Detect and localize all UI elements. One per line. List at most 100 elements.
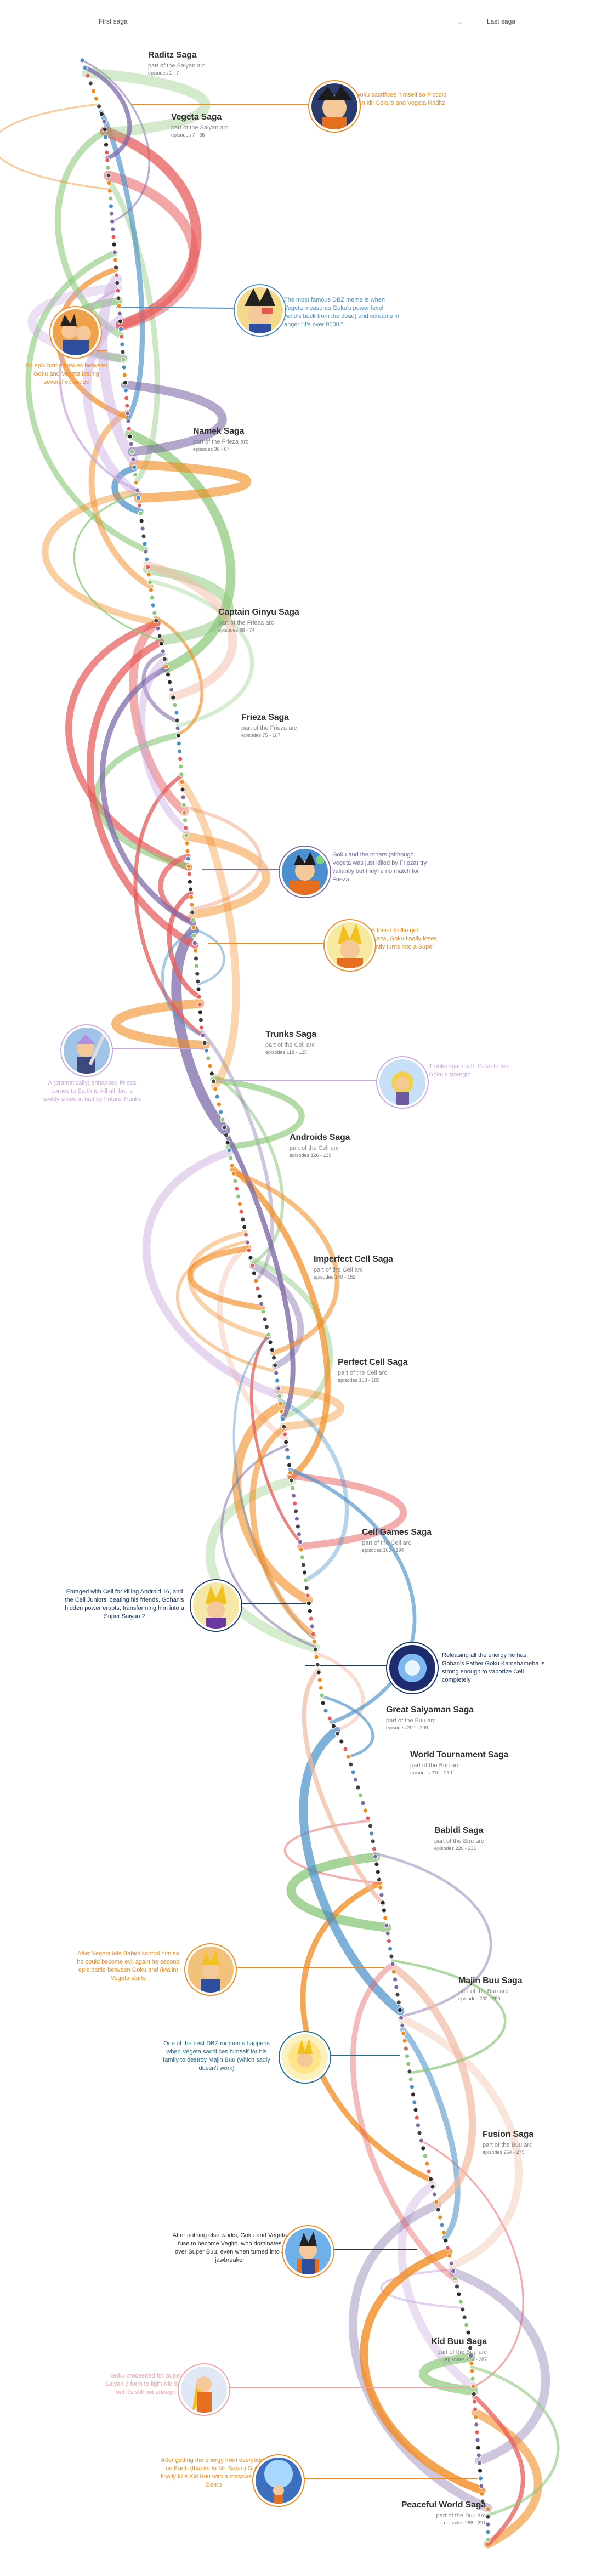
episode-node — [311, 1639, 317, 1644]
episode-node — [212, 1086, 218, 1092]
scene-image-raditz — [309, 81, 360, 132]
saga-arc: part of the Buu arc — [434, 1838, 484, 1845]
episode-node — [277, 1401, 283, 1406]
episode-node — [193, 956, 199, 961]
episode-node — [80, 58, 85, 63]
episode-node — [380, 1900, 385, 1905]
episode-node — [386, 1938, 392, 1944]
episode-node — [105, 157, 110, 163]
episode-node — [265, 1332, 271, 1337]
saga-episodes: episodes 153 - 165 — [338, 1377, 380, 1383]
episode-node — [300, 1562, 306, 1568]
episode-node — [334, 1731, 340, 1737]
episode-node — [190, 910, 195, 915]
scene-image-kamehameha — [387, 1643, 438, 1693]
episode-node — [348, 1762, 354, 1767]
scene-image-vegeta-sacrifice — [280, 2032, 330, 2083]
last-saga-label: Last saga — [486, 18, 515, 25]
saga-arc: part of the Frieza arc — [218, 620, 274, 626]
episode-node — [290, 1485, 296, 1491]
episode-node — [176, 741, 182, 746]
saga-label-trunks: Trunks Saga part of the Cell arc episode… — [265, 1030, 316, 1055]
episode-node — [246, 1247, 252, 1253]
episode-node — [415, 2123, 421, 2128]
episode-node — [160, 649, 166, 654]
character-ribbon — [210, 1076, 305, 1150]
character-ribbon — [348, 2200, 492, 2512]
episode-node — [207, 1063, 213, 1069]
character-ribbon — [220, 1444, 316, 1648]
episode-node — [139, 518, 145, 524]
episode-node — [214, 1094, 220, 1099]
saga-name: Captain Ginyu Saga — [218, 608, 299, 617]
episode-node — [116, 303, 122, 309]
saga-episodes: episodes 220 - 231 — [434, 1846, 476, 1851]
episode-node — [471, 2391, 477, 2397]
character-ribbon — [205, 1476, 320, 1653]
character-ribbon — [42, 488, 160, 626]
episode-node — [185, 848, 190, 854]
episode-node — [408, 2076, 413, 2082]
episode-node — [410, 2092, 416, 2097]
episode-node — [350, 1769, 356, 1775]
episode-node — [355, 1785, 361, 1790]
episode-node — [188, 887, 194, 892]
episode-node — [132, 464, 137, 470]
episode-node — [194, 963, 200, 969]
episode-node — [191, 925, 196, 930]
character-ribbon — [143, 560, 237, 701]
episode-node — [287, 1470, 293, 1476]
saga-name: Imperfect Cell Saga — [314, 1255, 393, 1264]
character-ribbon — [167, 890, 202, 1000]
saga-label-raditz: Raditz Saga part of the Saiyan arc episo… — [148, 50, 206, 76]
saga-name: Androids Saga — [290, 1133, 350, 1142]
saga-arc: part of the Cell arc — [290, 1145, 339, 1151]
episode-node — [477, 2468, 483, 2473]
episode-node — [357, 1792, 364, 1798]
episode-node — [150, 603, 156, 608]
character-ribbon — [200, 1030, 274, 1283]
episode-node — [220, 1117, 225, 1122]
episode-node — [404, 2053, 410, 2059]
episode-node — [456, 2291, 462, 2297]
episode-node — [187, 879, 193, 884]
episode-node — [198, 1025, 205, 1030]
episode-node — [462, 2314, 467, 2320]
episode-node — [174, 710, 179, 716]
callout-text-spirit-bomb: After getting the energy from everybody … — [160, 2457, 268, 2488]
episode-node — [96, 104, 102, 109]
episode-node — [177, 756, 183, 762]
callout-text-super-saiyan-2: Enraged with Cell for killing Android 16… — [65, 1588, 184, 1620]
episode-node — [418, 2138, 424, 2143]
episode-node — [360, 1800, 366, 1806]
episode-node — [372, 1854, 378, 1859]
episode-node — [184, 841, 190, 846]
episode-node — [85, 73, 90, 78]
character-ribbon — [302, 1668, 385, 1907]
episode-node — [467, 2337, 473, 2343]
callout-text-vs-frieza: Goku and the others (although Vegeta was… — [332, 852, 427, 883]
episode-node — [229, 1163, 235, 1168]
saga-label-frieza: Frieza Saga part of the Frieza arc episo… — [241, 713, 297, 738]
episode-node — [163, 664, 169, 669]
episode-node — [226, 1148, 232, 1153]
episode-node — [143, 549, 149, 554]
episode-node — [377, 1885, 383, 1890]
episode-node — [470, 2376, 475, 2381]
character-ribbon — [231, 1170, 340, 1355]
saga-name: Vegeta Saga — [171, 112, 222, 122]
episode-node — [110, 226, 116, 232]
episode-node — [183, 825, 189, 831]
saga-name: Fusion Saga — [483, 2130, 533, 2139]
saga-label-namek: Namek Saga part of the Frieza arc episod… — [193, 427, 249, 452]
episode-node — [186, 871, 192, 877]
episode-node — [403, 2046, 409, 2051]
saga-episodes: episodes 276 - 287 — [445, 2357, 487, 2362]
character-ribbon — [81, 59, 150, 223]
saga-name: Majin Buu Saga — [458, 1976, 523, 1985]
episode-node — [338, 1739, 344, 1744]
episode-node — [454, 2284, 460, 2289]
saga-episodes: episodes 75 - 107 — [241, 733, 281, 738]
episode-node — [391, 1969, 397, 1974]
episode-node — [148, 587, 154, 593]
